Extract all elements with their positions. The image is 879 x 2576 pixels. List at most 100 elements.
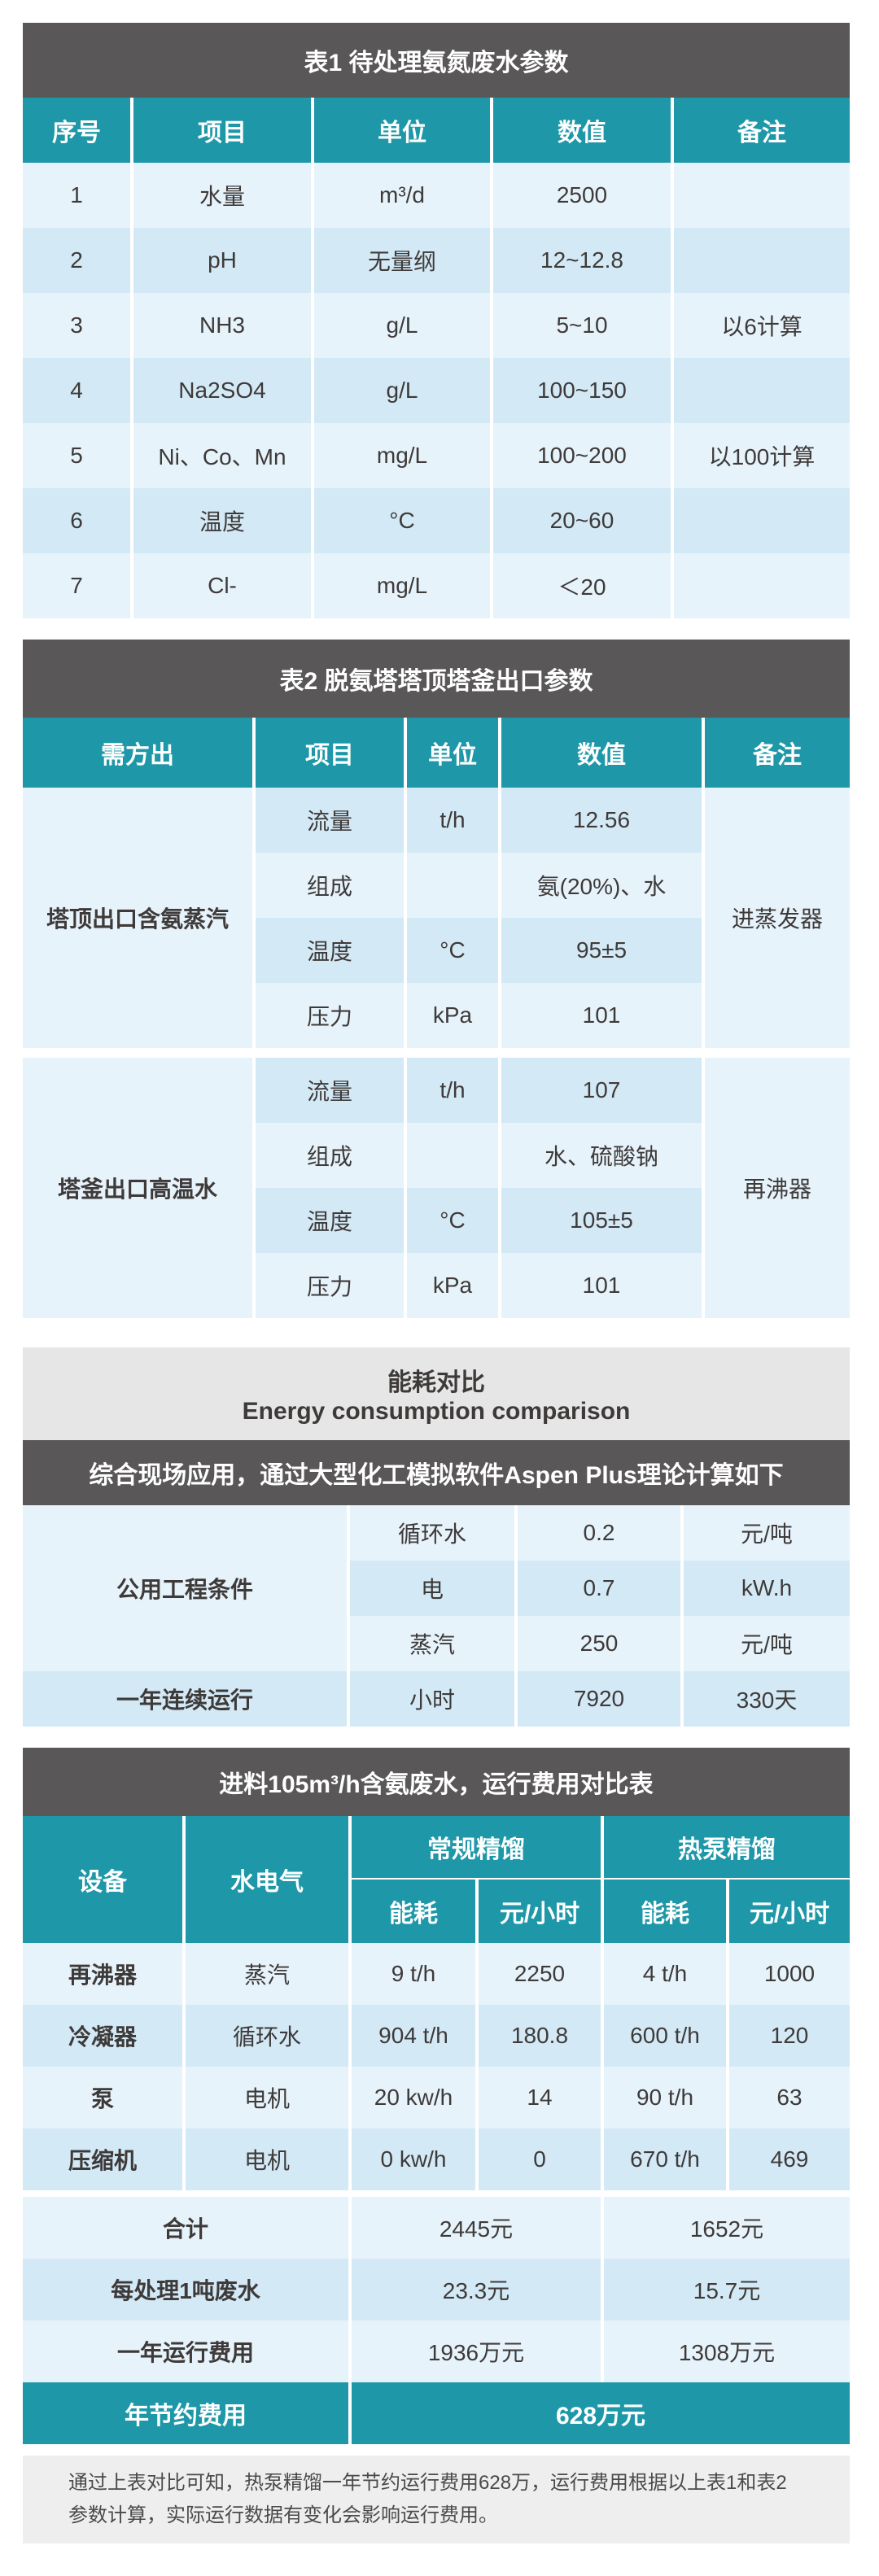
table-cell: t/h	[407, 788, 498, 853]
table-cell: 101	[501, 1253, 702, 1318]
saving-value: 628万元	[352, 2382, 850, 2444]
table-cell: 120	[729, 2005, 850, 2067]
table-cell: °C	[314, 488, 490, 553]
table-cell: 以100计算	[674, 423, 850, 488]
table-cell: 元/吨	[684, 1505, 850, 1561]
cost-grid: 设备 水电气 常规精馏 热泵精馏 能耗 元/小时 能耗 元/小时 再沸器 蒸汽 9 t/h 2250 4…	[23, 1816, 850, 2444]
summary-label: 每处理1吨废水	[23, 2259, 348, 2321]
table-cell: 180.8	[479, 2005, 601, 2067]
table-cell: 蒸汽	[350, 1616, 514, 1671]
header-device: 设备	[23, 1816, 182, 1943]
table-cell: 元/吨	[684, 1616, 850, 1671]
table-cell: kPa	[407, 1253, 498, 1318]
table-cell: Ni、Co、Mn	[133, 423, 311, 488]
table-cell: 0 kw/h	[352, 2128, 475, 2190]
group-name-cell: 塔顶出口含氨蒸汽	[23, 788, 252, 1048]
table-cell: 流量	[256, 1058, 404, 1123]
table-cell: 组成	[256, 853, 404, 918]
table-header-cell: 数值	[501, 718, 702, 788]
table-cell: 250	[518, 1616, 680, 1671]
table-cell: pH	[133, 228, 311, 293]
table-cell: 9 t/h	[352, 1943, 475, 2005]
table-cell: 95±5	[501, 918, 702, 983]
table1-grid: 序号 项目 单位 数值 备注 1 水量 m³/d 2500 2 pH 无量纲 12~12.8 3 NH3 g/…	[23, 98, 850, 618]
table-cell: 0	[479, 2128, 601, 2190]
table-cell: 循环水	[186, 2005, 348, 2067]
header-utility: 水电气	[186, 1816, 348, 1943]
annual-cell: 一年连续运行	[23, 1671, 347, 1727]
table-cell: 水、硫酸钠	[501, 1123, 702, 1188]
annual-cell: 小时	[350, 1671, 514, 1727]
summary-label: 一年运行费用	[23, 2321, 348, 2382]
table-cell: 电	[350, 1561, 514, 1616]
table2-title: 表2 脱氨塔塔顶塔釜出口参数	[23, 640, 850, 718]
table-cell: g/L	[314, 358, 490, 423]
table-cell: 温度	[256, 1188, 404, 1253]
header-sub: 元/小时	[729, 1880, 850, 1943]
table-cell: 12~12.8	[493, 228, 671, 293]
table-cell: 20 kw/h	[352, 2067, 475, 2128]
table-cell: 904 t/h	[352, 2005, 475, 2067]
table-cell: 7	[23, 553, 130, 618]
table-cell: 蒸汽	[186, 1943, 348, 2005]
table-cell: NH3	[133, 293, 311, 358]
table-header-cell: 需方出	[23, 718, 252, 788]
table-cell: 100~150	[493, 358, 671, 423]
summary-conventional: 23.3元	[352, 2259, 601, 2321]
table-cell: ＜20	[493, 553, 671, 618]
table-cell: 101	[501, 983, 702, 1048]
utility-label-cell: 公用工程条件	[23, 1505, 347, 1671]
table-cell: 100~200	[493, 423, 671, 488]
header-sub: 元/小时	[479, 1880, 601, 1943]
table-cell	[674, 163, 850, 228]
energy-title-en: Energy consumption comparison	[242, 1398, 631, 1425]
summary-conventional: 2445元	[352, 2197, 601, 2259]
table-cell: 电机	[186, 2128, 348, 2190]
table-cell: 温度	[133, 488, 311, 553]
table-header-cell: 备注	[705, 718, 850, 788]
cost-table: 进料105m³/h含氨废水，运行费用对比表 设备 水电气 常规精馏 热泵精馏 能耗 元/小…	[23, 1748, 850, 2543]
table-cell: Cl-	[133, 553, 311, 618]
table-cell: 电机	[186, 2067, 348, 2128]
table-header-cell: 项目	[133, 98, 311, 163]
table-cell: 循环水	[350, 1505, 514, 1561]
table-cell: 5~10	[493, 293, 671, 358]
table-cell: 20~60	[493, 488, 671, 553]
table-cell: 压力	[256, 983, 404, 1048]
table-cell: 63	[729, 2067, 850, 2128]
header-heat-pump: 热泵精馏	[604, 1816, 850, 1880]
header-sub: 能耗	[604, 1880, 726, 1943]
table-cell: 90 t/h	[604, 2067, 726, 2128]
table-cell	[407, 1123, 498, 1188]
header-conventional: 常规精馏	[352, 1816, 601, 1880]
table-cell: mg/L	[314, 553, 490, 618]
table-cell: °C	[407, 1188, 498, 1253]
table-cell: 469	[729, 2128, 850, 2190]
table2: 表2 脱氨塔塔顶塔釜出口参数 需方出 项目 单位 数值 备注 塔顶出口含氨蒸汽 进蒸发器 流量…	[23, 640, 850, 1318]
table-cell: 4 t/h	[604, 1943, 726, 2005]
table-cell: 107	[501, 1058, 702, 1123]
table-cell: 水量	[133, 163, 311, 228]
table-cell: 105±5	[501, 1188, 702, 1253]
table-cell: 组成	[256, 1123, 404, 1188]
table-cell: 压力	[256, 1253, 404, 1318]
table-cell: 2250	[479, 1943, 601, 2005]
table-cell: 0.7	[518, 1561, 680, 1616]
summary-conventional: 1936万元	[352, 2321, 601, 2382]
energy-title-cn: 能耗对比	[387, 1369, 485, 1396]
table-header-cell: 项目	[256, 718, 404, 788]
saving-label: 年节约费用	[23, 2382, 348, 2444]
table-cell: 再沸器	[23, 1943, 182, 2005]
table-header-cell: 数值	[493, 98, 671, 163]
table-cell: 6	[23, 488, 130, 553]
table-cell: 以6计算	[674, 293, 850, 358]
table-cell: 3	[23, 293, 130, 358]
cost-title-text: 进料105m³/h含氨废水，运行费用对比表	[219, 1771, 654, 1798]
table-cell: 600 t/h	[604, 2005, 726, 2067]
energy-heading: 能耗对比 Energy consumption comparison	[23, 1347, 850, 1440]
table-cell: 温度	[256, 918, 404, 983]
table-cell: t/h	[407, 1058, 498, 1123]
energy-banner: 综合现场应用，通过大型化工模拟软件Aspen Plus理论计算如下	[23, 1440, 850, 1505]
table-cell: 压缩机	[23, 2128, 182, 2190]
table-cell	[674, 553, 850, 618]
